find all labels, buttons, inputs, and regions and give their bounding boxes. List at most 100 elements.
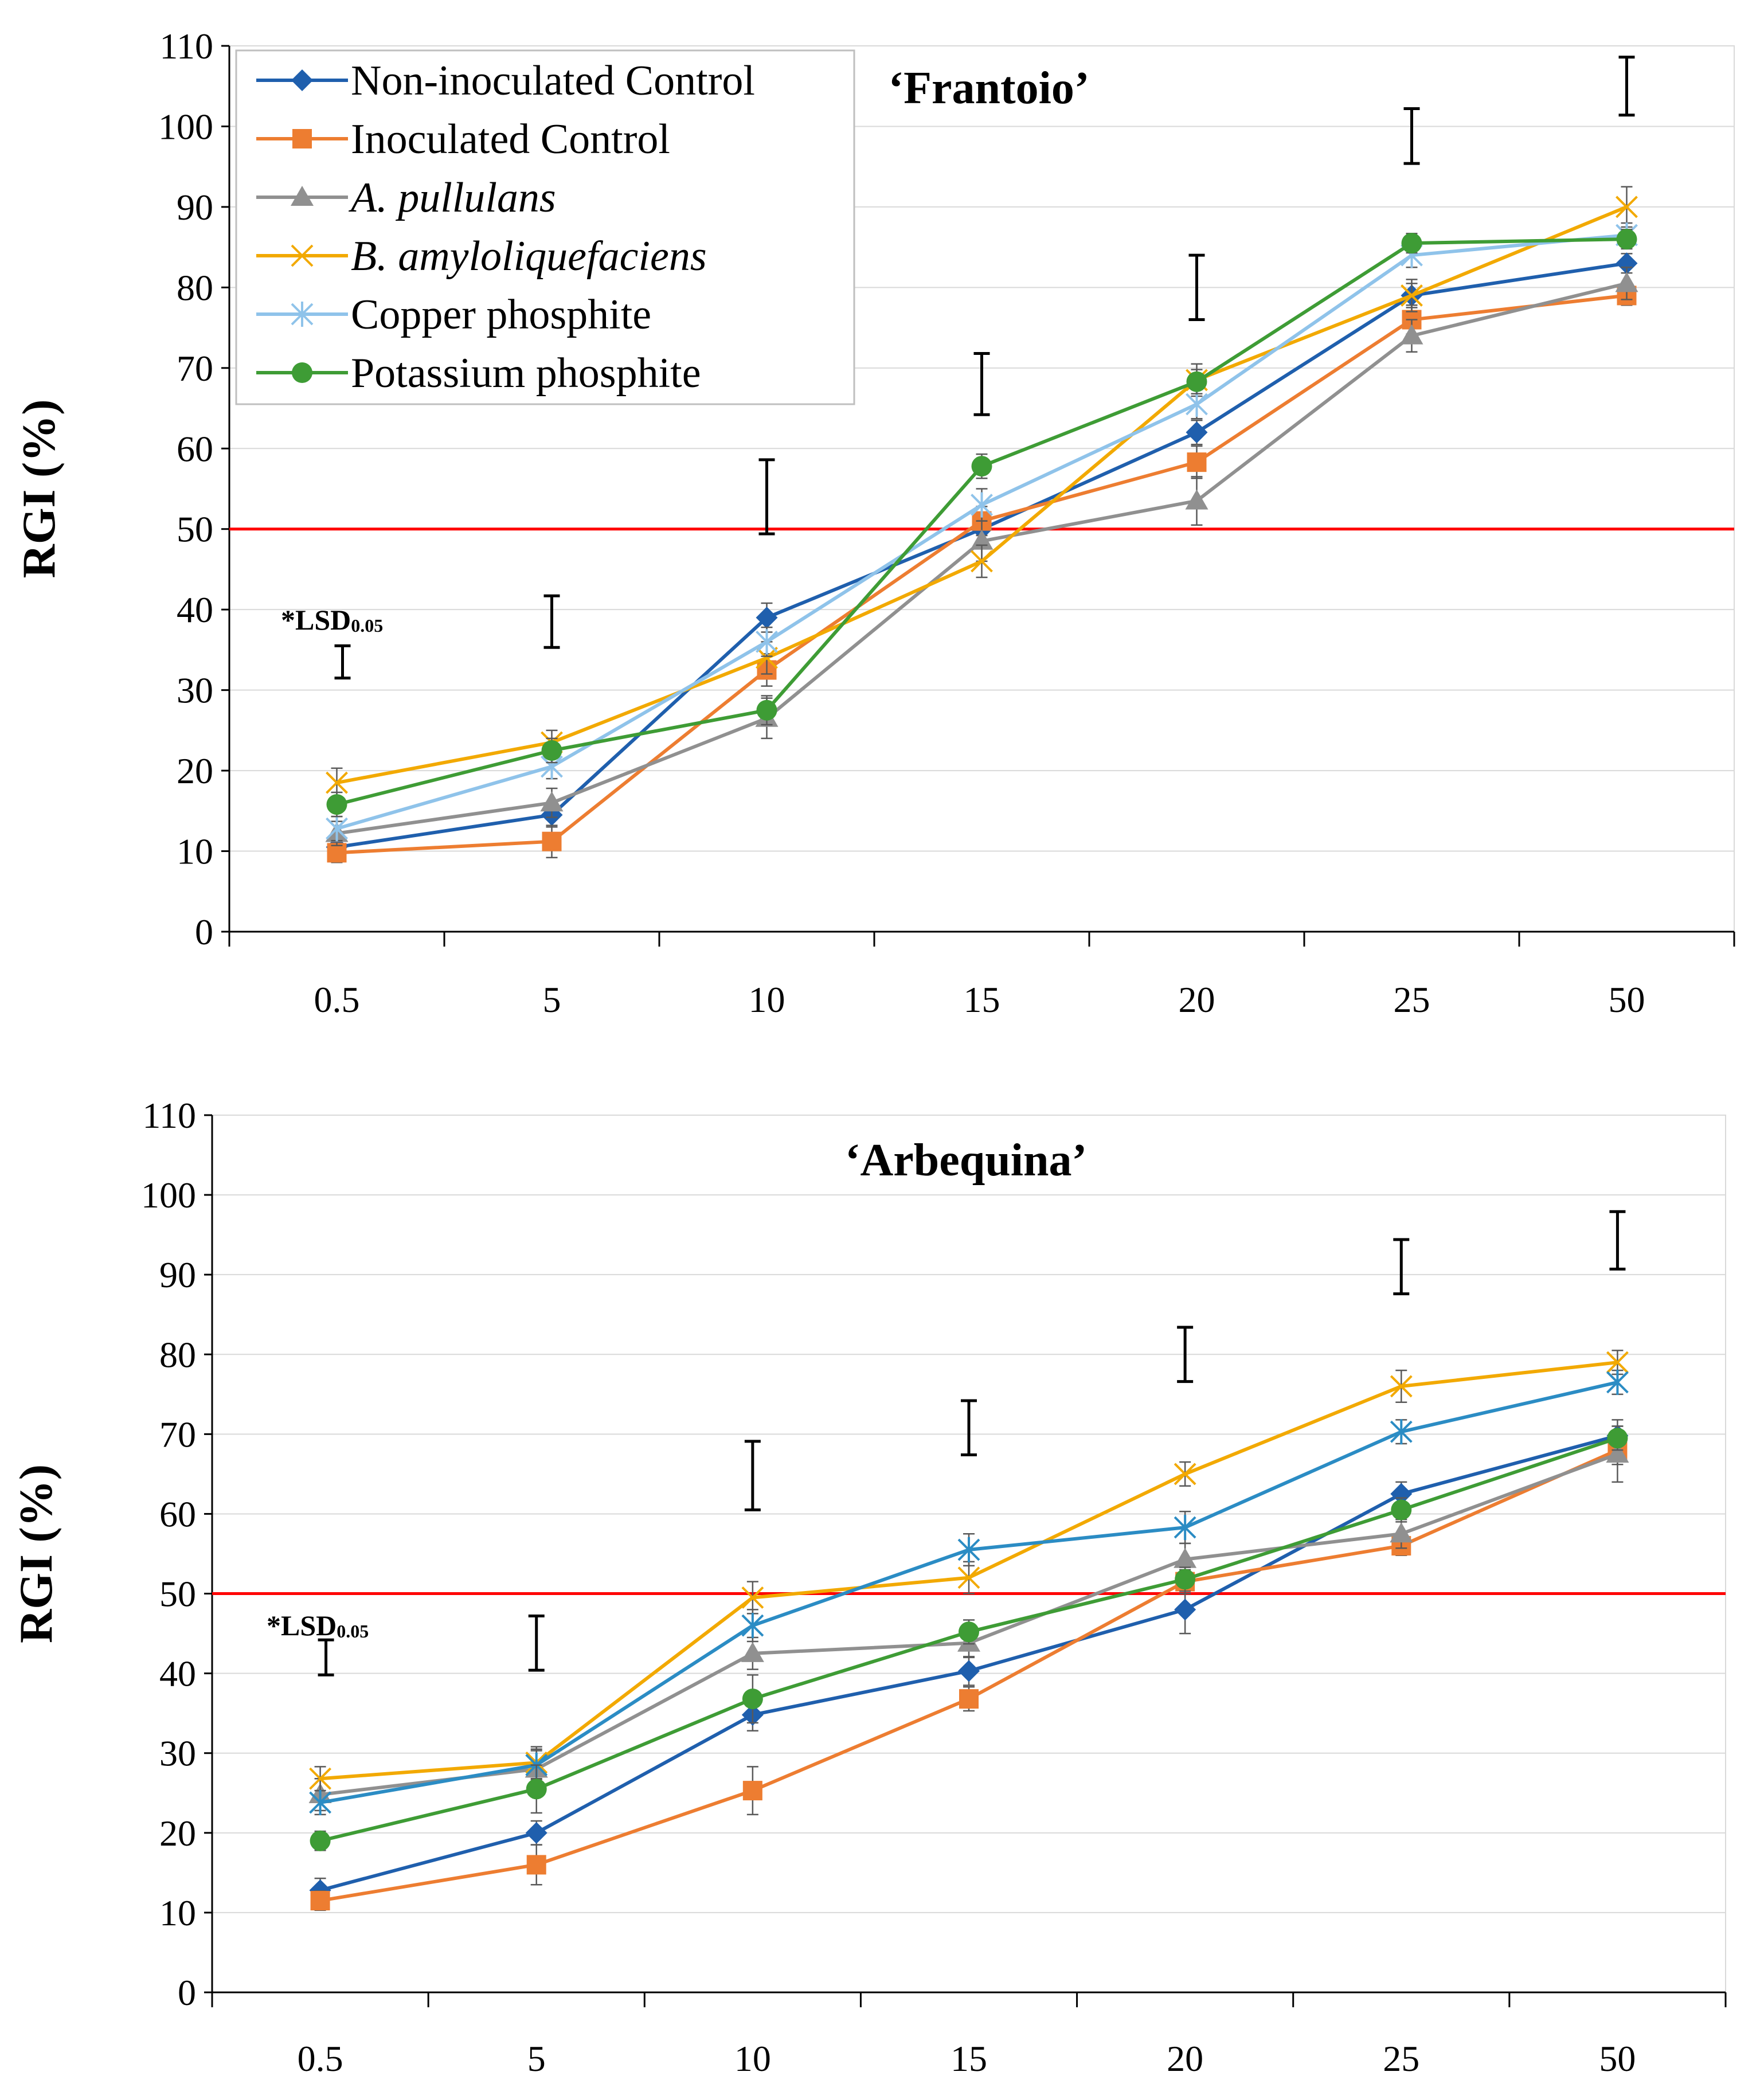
lsd-bar	[1393, 1238, 1410, 1296]
data-point	[526, 1855, 546, 1875]
y-tick-label: 70	[159, 1414, 196, 1455]
series-potassium-phosphite	[326, 228, 1637, 818]
data-point	[541, 740, 562, 761]
x-tick-label: 0.5	[314, 979, 360, 1020]
data-point	[309, 1767, 331, 1790]
data-point	[971, 550, 993, 573]
lsd-bar	[1188, 253, 1205, 322]
data-point	[756, 607, 778, 629]
data-point	[741, 1586, 764, 1609]
legend-swatch-marker	[291, 244, 314, 267]
lsd-label-main: *LSD	[281, 604, 351, 636]
legend-label: A. pullulans	[348, 174, 556, 221]
lsd-label-subscript: 0.05	[351, 615, 383, 636]
data-point	[957, 1537, 980, 1563]
x-tick-label: 5	[527, 2038, 546, 2079]
chart-title: ‘Frantoio’	[888, 63, 1089, 114]
legend-item: Inoculated Control	[256, 116, 670, 163]
y-tick-label: 10	[177, 831, 213, 872]
data-point	[1616, 196, 1638, 218]
data-point	[1175, 1569, 1196, 1590]
y-tick-label: 20	[159, 1813, 196, 1854]
data-point	[540, 791, 564, 812]
legend-label: B. amyloliquefaciens	[351, 233, 707, 280]
y-tick-label: 40	[159, 1654, 196, 1694]
data-point	[1186, 371, 1207, 392]
legend-swatch-marker	[291, 302, 314, 327]
legend-item: A. pullulans	[256, 174, 556, 221]
legend-item: Non-inoculated Control	[256, 57, 755, 104]
lsd-label: *LSD0.05	[267, 1609, 369, 1641]
data-point	[742, 1781, 762, 1801]
data-point	[326, 816, 348, 842]
y-axis-title: RGI (%)	[13, 399, 65, 578]
y-tick-label: 30	[159, 1733, 196, 1774]
y-tick-label: 60	[177, 428, 213, 469]
legend-swatch-marker	[292, 129, 312, 148]
data-point	[971, 456, 992, 477]
y-tick-label: 110	[159, 26, 213, 67]
data-point	[1187, 452, 1207, 472]
x-tick-label: 10	[734, 2038, 771, 2079]
lsd-label-main: *LSD	[267, 1609, 337, 1641]
data-point	[326, 794, 347, 815]
legend-item: Copper phosphite	[256, 291, 651, 338]
lsd-bar	[528, 1614, 545, 1672]
y-tick-label: 40	[177, 589, 213, 630]
legend-item: Potassium phosphite	[256, 350, 701, 397]
data-point	[958, 1660, 980, 1682]
y-tick-label: 90	[177, 187, 213, 228]
data-point	[525, 1822, 547, 1844]
y-tick-label: 50	[159, 1574, 196, 1615]
data-point	[1185, 489, 1208, 510]
data-point	[1390, 1375, 1413, 1398]
y-tick-label: 70	[177, 348, 213, 389]
y-tick-label: 30	[177, 670, 213, 711]
x-tick-label: 25	[1394, 979, 1430, 1020]
data-point	[1607, 1428, 1628, 1449]
data-point	[1174, 1547, 1197, 1568]
data-point	[957, 1566, 980, 1589]
x-tick-label: 20	[1179, 979, 1215, 1020]
data-point	[741, 1641, 764, 1662]
y-tick-label: 60	[159, 1494, 196, 1534]
data-point	[742, 1688, 763, 1710]
series-potassium-phosphite	[310, 1425, 1628, 1851]
lsd-bar	[961, 1399, 977, 1457]
chart-1: 0 10 20 30 40 50 60 70 80 90 100 110 0.5 5 10 15 20 25 50 R…	[13, 26, 1735, 1020]
data-point	[1390, 1483, 1413, 1505]
x-tick-label: 0.5	[298, 2038, 343, 2079]
data-point	[1186, 421, 1208, 444]
data-point	[309, 1789, 331, 1815]
data-point	[1186, 392, 1208, 417]
x-tick-label: 25	[1383, 2038, 1419, 2079]
x-tick-label: 10	[749, 979, 785, 1020]
y-tick-label: 0	[195, 912, 213, 952]
lsd-bar	[318, 1638, 334, 1676]
lsd-bar	[334, 644, 351, 680]
data-point	[1390, 1419, 1413, 1445]
lsd-bar	[543, 594, 560, 649]
y-tick-label: 0	[178, 1972, 196, 2013]
data-point	[1390, 1522, 1413, 1543]
lsd-bar	[1609, 1210, 1626, 1271]
data-point	[1606, 1369, 1629, 1395]
data-point	[756, 699, 777, 721]
data-point	[756, 647, 778, 669]
legend-swatch-marker	[292, 362, 312, 383]
data-point	[542, 831, 562, 851]
lsd-label-subscript: 0.05	[337, 1621, 369, 1641]
legend-label: Potassium phosphite	[351, 350, 701, 397]
data-point	[1606, 1443, 1629, 1463]
data-point	[756, 629, 778, 655]
data-point	[1606, 1351, 1629, 1374]
y-tick-label: 110	[142, 1095, 196, 1136]
data-point	[1391, 1499, 1412, 1520]
legend-box	[235, 49, 855, 405]
data-point	[1174, 1515, 1196, 1541]
x-tick-label: 50	[1599, 2038, 1636, 2079]
x-tick-label: 5	[543, 979, 561, 1020]
y-tick-label: 80	[159, 1334, 196, 1375]
y-tick-label: 50	[177, 509, 213, 550]
